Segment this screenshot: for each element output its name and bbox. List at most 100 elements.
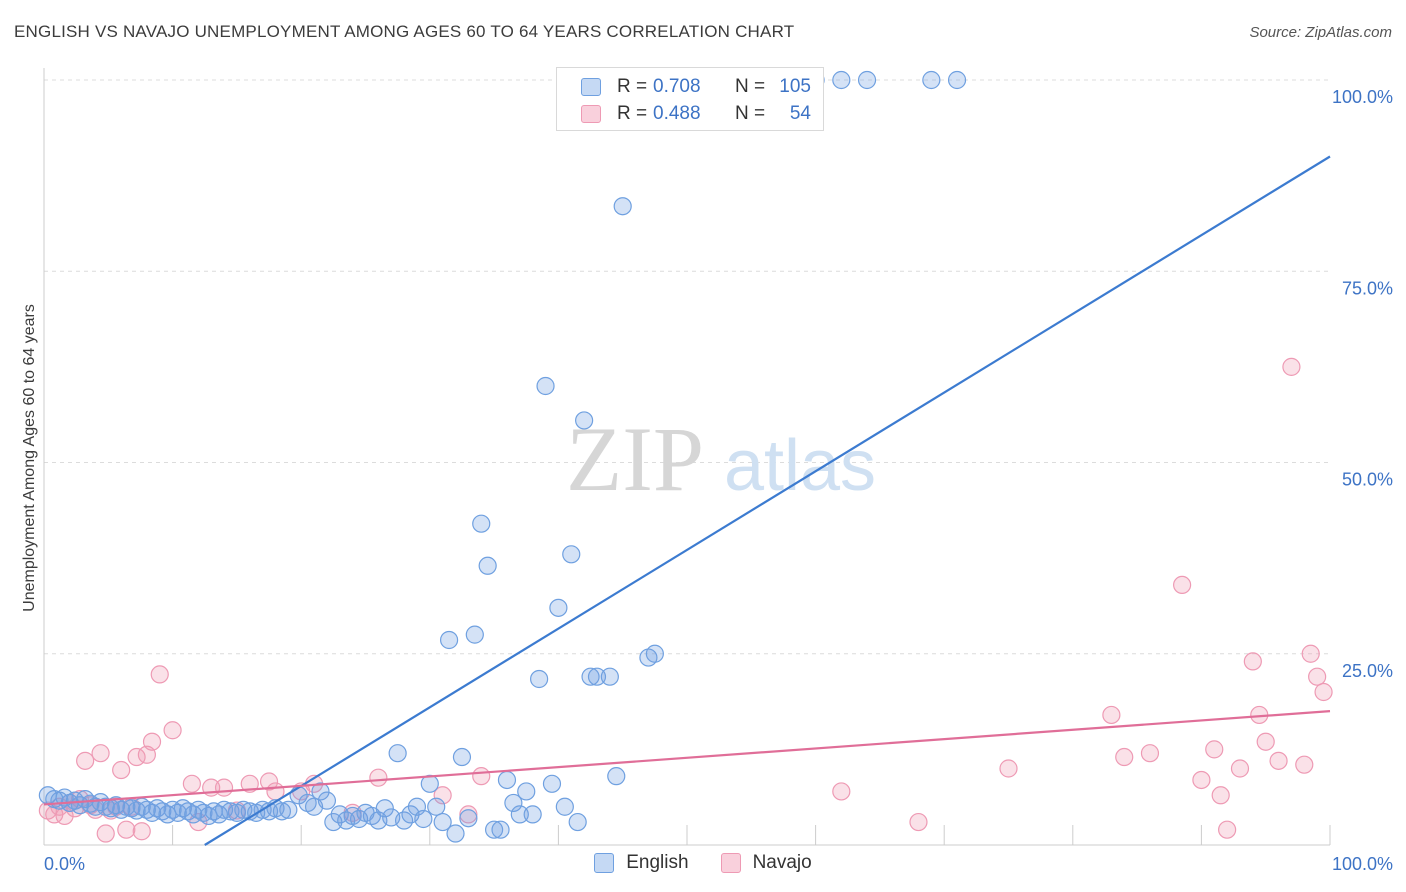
- navajo-point: [1301, 644, 1320, 663]
- english-point: [433, 812, 452, 832]
- english-point: [388, 744, 407, 763]
- navajo-point: [1211, 786, 1230, 805]
- english-point: [173, 799, 192, 818]
- english-point: [530, 669, 549, 689]
- english-point: [857, 70, 877, 90]
- english-point: [465, 625, 484, 644]
- legend-row-navajo: R = 0.488 N = 54: [581, 102, 811, 126]
- english-point: [575, 411, 594, 430]
- english-point: [272, 802, 292, 821]
- english-point: [472, 514, 491, 533]
- english-point: [568, 812, 587, 832]
- navajo-point: [1269, 751, 1288, 770]
- navajo-point: [117, 820, 136, 839]
- navajo-point: [832, 782, 851, 801]
- english-point: [189, 800, 208, 819]
- english-point: [427, 797, 446, 816]
- navajo-point: [1205, 740, 1224, 759]
- english-point: [478, 556, 497, 575]
- navajo-r-value: 0.488: [653, 103, 701, 124]
- chart-title: ENGLISH VS NAVAJO UNEMPLOYMENT AMONG AGE…: [14, 22, 795, 41]
- navajo-point: [112, 760, 131, 780]
- navajo-point: [1243, 652, 1262, 671]
- english-point: [510, 805, 529, 824]
- navajo-point: [214, 778, 234, 797]
- english-point: [523, 805, 542, 824]
- data-points: [38, 70, 1333, 843]
- n-label: N =: [735, 76, 766, 97]
- watermark-zip: ZIP: [566, 408, 704, 510]
- english-point: [279, 800, 298, 819]
- english-point: [317, 791, 337, 810]
- navajo-point: [240, 774, 259, 793]
- chart-source: Source: ZipAtlas.com: [1249, 24, 1392, 41]
- navajo-point: [909, 812, 928, 832]
- english-swatch: [581, 78, 601, 96]
- navajo-point: [1282, 357, 1301, 376]
- y-tick-label: 50.0%: [1342, 470, 1393, 490]
- english-point: [555, 797, 574, 816]
- english-trendline: [204, 155, 1331, 846]
- navajo-n-value: 54: [789, 103, 811, 124]
- r-label: R =: [617, 76, 648, 97]
- english-point: [446, 824, 465, 843]
- navajo-legend-swatch: [720, 853, 741, 873]
- english-r-value: 0.708: [653, 76, 701, 97]
- english-point: [613, 197, 632, 216]
- english-point: [439, 630, 459, 650]
- english-point: [581, 667, 600, 686]
- navajo-legend-label: Navajo: [752, 852, 812, 873]
- y-tick-label: 100.0%: [1332, 87, 1393, 107]
- navajo-point: [1140, 744, 1160, 763]
- navajo-point: [472, 767, 491, 786]
- english-point: [947, 70, 967, 90]
- english-point: [549, 598, 568, 617]
- navajo-point: [999, 759, 1018, 778]
- navajo-trendline: [43, 710, 1331, 806]
- y-tick-label: 25.0%: [1342, 661, 1393, 681]
- navajo-point: [1295, 755, 1314, 774]
- english-point: [414, 809, 433, 829]
- english-point: [587, 667, 607, 686]
- y-axis-label: Unemployment Among Ages 60 to 64 years: [21, 304, 38, 612]
- navajo-point: [1115, 747, 1134, 767]
- navajo-point: [1230, 759, 1250, 778]
- english-legend-swatch: [594, 853, 615, 873]
- navajo-point: [1256, 732, 1275, 751]
- navajo-point: [163, 721, 182, 740]
- navajo-point: [132, 822, 151, 841]
- navajo-point: [76, 751, 95, 770]
- english-point: [491, 820, 510, 839]
- navajo-point: [459, 805, 478, 824]
- english-point: [485, 820, 504, 839]
- english-point: [536, 376, 555, 396]
- navajo-point: [91, 744, 110, 763]
- navajo-point: [182, 774, 201, 793]
- y-tick-label: 75.0%: [1342, 278, 1393, 298]
- legend-item-english: English: [594, 852, 689, 874]
- english-n-value: 105: [779, 76, 811, 97]
- navajo-point: [1308, 667, 1327, 686]
- english-point: [517, 782, 536, 801]
- legend-item-navajo: Navajo: [720, 852, 812, 874]
- english-point: [375, 799, 394, 818]
- english-point: [607, 767, 626, 786]
- english-point: [645, 644, 664, 663]
- english-point: [562, 545, 581, 564]
- navajo-point: [96, 824, 115, 843]
- english-point: [542, 774, 562, 793]
- axes: [43, 68, 1331, 846]
- tick-labels: 25.0% 50.0% 75.0% 100.0% 0.0% 100.0%: [44, 87, 1393, 874]
- navajo-point: [369, 768, 388, 787]
- navajo-point: [1192, 770, 1211, 790]
- navajo-point: [1102, 705, 1121, 725]
- watermark-atlas: atlas: [724, 426, 876, 506]
- stats-legend: R = 0.708 N = 105 R = 0.488 N = 54: [556, 67, 824, 131]
- r-label: R =: [617, 103, 648, 124]
- navajo-point: [1173, 575, 1192, 595]
- navajo-point: [259, 772, 279, 791]
- grid-lines: [44, 79, 1330, 655]
- english-legend-label: English: [626, 852, 689, 873]
- x-tick-label: 100.0%: [1332, 854, 1393, 874]
